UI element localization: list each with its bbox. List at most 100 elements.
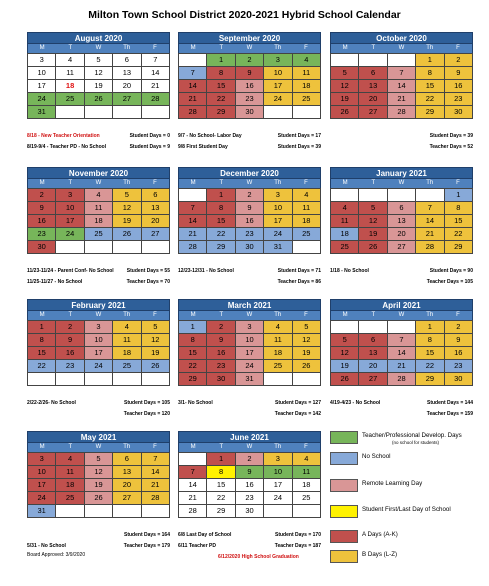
day-cell: 22	[207, 228, 236, 241]
day-cell: 14	[179, 215, 208, 228]
day-cell: 1	[416, 54, 445, 67]
weekday-header: M T W Th F	[27, 311, 170, 320]
day-cell: 5	[141, 321, 170, 334]
day-cell: 20	[359, 360, 388, 373]
day-cell: 16	[444, 80, 473, 93]
day-cell: 24	[28, 492, 57, 505]
day-count: Student Days = 39	[277, 144, 321, 150]
day-cell: 6	[141, 189, 170, 202]
day-cell: 12	[84, 67, 114, 80]
month-notes: 1/18 - No School Student Days = 90 Teacher…	[330, 266, 473, 288]
day-cell: 14	[387, 347, 417, 360]
day-cell: 23	[235, 228, 265, 241]
note-line: 8/18 - New Teacher Orientation Student Da…	[27, 131, 170, 142]
day-cell: 8	[179, 334, 208, 347]
day-cell: 7	[179, 67, 208, 80]
legend-swatch	[330, 452, 358, 465]
day-cell: 28	[179, 106, 208, 119]
day-cell: 20	[387, 228, 417, 241]
month-notes: 12/23-12/31 - No School Student Days = 71…	[178, 266, 321, 288]
day-cell: 20	[359, 93, 388, 106]
day-cell: 3	[264, 189, 293, 202]
day-cell: 10	[56, 202, 85, 215]
day-cell: 15	[416, 347, 445, 360]
month-header: May 2021	[27, 431, 170, 443]
legend-swatch	[330, 530, 358, 543]
day-cell	[141, 241, 170, 254]
day-cell: 4	[331, 202, 360, 215]
day-cell: 5	[292, 321, 321, 334]
note-line: 9/8 First Student Day Student Days = 39	[178, 142, 321, 153]
day-cell: 30	[235, 106, 265, 119]
day-cell: 18	[56, 479, 85, 492]
day-cell	[84, 505, 114, 518]
day-cell	[331, 321, 360, 334]
day-cell: 27	[141, 228, 170, 241]
weekday-label: T	[371, 45, 376, 51]
weekday-label: M	[342, 45, 348, 51]
month-october-2020: October 2020 M T W Th F 1 2 5 6 7 8 9 12 13 14 15 16 19 20 2…	[330, 32, 473, 119]
day-cell: 25	[331, 241, 360, 254]
day-cell: 21	[179, 93, 208, 106]
legend-item: Remote Learning Day	[330, 479, 480, 493]
day-cell: 6	[359, 334, 388, 347]
day-cell	[331, 189, 360, 202]
day-cell: 28	[179, 505, 208, 518]
day-cell: 31	[28, 505, 57, 518]
day-cell: 27	[113, 492, 142, 505]
month-header: June 2021	[178, 431, 321, 443]
calendar-title: Milton Town School District 2020-2021 Hy…	[88, 9, 401, 21]
day-cell: 22	[179, 360, 208, 373]
note-text: 3/1- No School	[178, 400, 213, 406]
note-text: 6/12/2020 High School Graduation	[218, 554, 299, 560]
day-cell: 13	[113, 466, 142, 479]
day-cell: 23	[444, 93, 473, 106]
legend-label: Teacher/Professional Develop. Days	[362, 432, 462, 439]
note-text: 9/8 First Student Day	[178, 144, 228, 150]
note-text: 8/18 - New Teacher Orientation	[27, 133, 100, 139]
day-cell: 30	[235, 505, 265, 518]
day-cell: 10	[235, 334, 265, 347]
day-cell: 3	[28, 54, 57, 67]
month-march-2021: March 2021 M T W Th F 1 2 3 4 5 8 9 10 11 12 15 16 17 18 19 2…	[178, 299, 321, 386]
day-cell	[141, 505, 170, 518]
day-cell: 14	[387, 80, 417, 93]
weekday-label: F	[304, 180, 308, 186]
day-cell: 12	[331, 80, 360, 93]
day-cell: 8	[28, 334, 57, 347]
day-cell: 2	[444, 321, 473, 334]
weekday-header: M T W Th F	[27, 443, 170, 452]
day-cell: 18	[264, 347, 293, 360]
legend-label: A Days (A-K)	[362, 531, 398, 538]
day-cell: 21	[179, 492, 208, 505]
day-cell: 28	[141, 492, 170, 505]
weekday-header: M T W Th F	[178, 443, 321, 452]
day-cell: 13	[359, 347, 388, 360]
note-line: 6/11 Teacher PD Teacher Days = 187	[178, 541, 321, 552]
day-count: Teacher Days = 159	[426, 411, 473, 417]
day-cell	[264, 373, 293, 386]
day-cell: 21	[416, 228, 445, 241]
note-line: Teacher Days = 120	[27, 409, 170, 420]
day-cell: 19	[141, 347, 170, 360]
note-line: 11/25-11/27 - No School Teacher Days = 70	[27, 277, 170, 288]
month-may-2021: May 2021 M T W Th F 3 4 5 6 7 10 11 12 13 14 17 18 19 20 21 2…	[27, 431, 170, 518]
day-cell	[387, 189, 417, 202]
day-cell: 27	[359, 106, 388, 119]
day-count: Teacher Days = 86	[277, 279, 321, 285]
day-cell: 21	[141, 80, 170, 93]
day-cell: 30	[207, 373, 236, 386]
note-text: 2/22-2/26- No School	[27, 400, 76, 406]
day-cell	[113, 106, 142, 119]
day-cell: 6	[387, 202, 417, 215]
weekday-label: W	[398, 45, 405, 51]
day-cell: 19	[359, 228, 388, 241]
month-november-2020: November 2020 M T W Th F 2 3 4 5 6 9 10 11 12 13 16 17 18 1…	[27, 167, 170, 254]
weekday-label: M	[190, 180, 196, 186]
weekday-label: T	[68, 180, 73, 186]
weekday-label: M	[39, 312, 45, 318]
month-december-2020: December 2020 M T W Th F 1 2 3 4 7 8 9 10 11 14 15 16 17 18…	[178, 167, 321, 254]
day-count: Student Days = 39	[429, 133, 473, 139]
note-text: 4/19-4/23 - No School	[330, 400, 381, 406]
day-count: Student Days = 9	[129, 144, 170, 150]
